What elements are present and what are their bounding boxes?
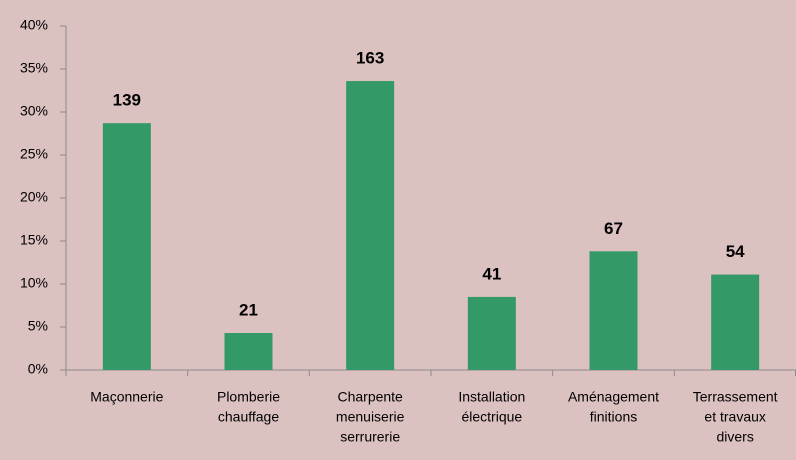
x-tick-label: Aménagement xyxy=(568,389,659,405)
x-tick-label: Maçonnerie xyxy=(90,389,163,405)
data-label: 41 xyxy=(482,264,501,283)
data-label: 21 xyxy=(239,301,258,320)
x-tick-label: Charpente xyxy=(337,389,403,405)
data-label: 54 xyxy=(726,242,745,261)
y-tick-label: 20% xyxy=(20,189,48,205)
bar xyxy=(589,251,638,370)
data-label: 163 xyxy=(356,49,384,68)
bar xyxy=(711,274,760,370)
x-tick-label: finitions xyxy=(590,409,637,425)
y-tick-label: 15% xyxy=(20,232,48,248)
x-tick-label: menuiserie xyxy=(336,409,405,425)
x-tick-label: Plomberie xyxy=(217,389,280,405)
bar xyxy=(224,333,273,370)
y-tick-label: 40% xyxy=(20,17,48,33)
y-tick-label: 0% xyxy=(28,361,48,377)
bar xyxy=(346,81,395,370)
y-tick-label: 25% xyxy=(20,146,48,162)
data-label: 139 xyxy=(113,91,141,110)
y-tick-label: 10% xyxy=(20,275,48,291)
y-tick-label: 35% xyxy=(20,60,48,76)
x-tick-label: Terrassement xyxy=(693,389,778,405)
x-tick-label: chauffage xyxy=(218,409,279,425)
y-tick-label: 5% xyxy=(28,318,48,334)
x-tick-label: électrique xyxy=(461,409,522,425)
x-tick-label: et travaux xyxy=(704,409,765,425)
bar xyxy=(467,296,516,370)
x-tick-label: divers xyxy=(716,429,753,445)
x-tick-label: Installation xyxy=(458,389,525,405)
bar xyxy=(102,123,151,371)
y-tick-label: 30% xyxy=(20,103,48,119)
x-tick-label: serrurerie xyxy=(340,429,400,445)
data-label: 67 xyxy=(604,219,623,238)
